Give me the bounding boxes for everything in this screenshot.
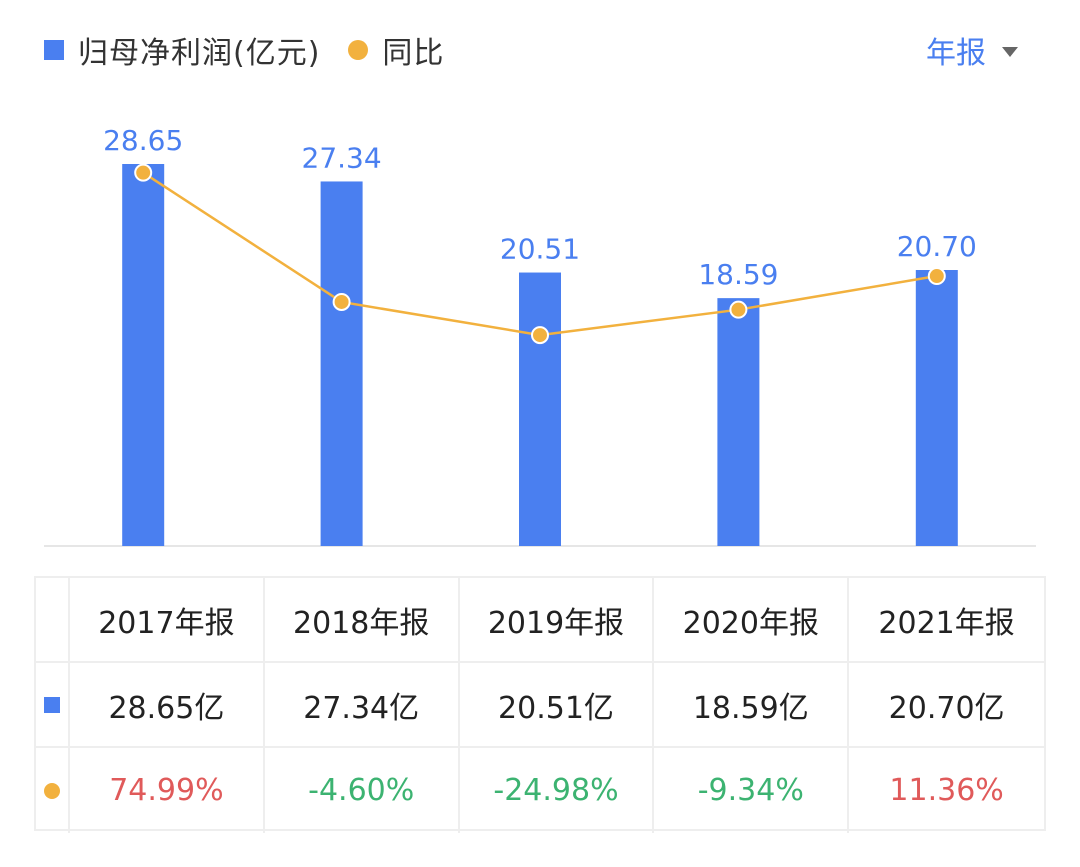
yoy-cell: -4.60% <box>265 748 460 833</box>
yoy-point[interactable] <box>531 326 549 345</box>
bar-value-label: 18.59 <box>698 258 778 291</box>
legend-item-yoy[interactable]: 同比 <box>348 28 444 72</box>
table-header-cell: 2021年报 <box>849 578 1044 663</box>
yoy-point[interactable] <box>729 300 748 319</box>
bar[interactable] <box>519 272 561 546</box>
table-header-cell: 2020年报 <box>654 578 850 663</box>
bar[interactable] <box>122 164 165 546</box>
profit-cell: 20.70亿 <box>849 663 1044 748</box>
yoy-point[interactable] <box>332 292 351 311</box>
table-header-cell: 2018年报 <box>264 578 460 663</box>
profit-cell: 20.51亿 <box>459 663 655 748</box>
yoy-cell: 74.99% <box>70 748 265 833</box>
legend-square-icon <box>44 40 64 60</box>
bar[interactable] <box>915 270 958 546</box>
row-marker-cell <box>36 748 70 833</box>
yoy-point[interactable] <box>927 267 946 286</box>
profit-cell: 27.34亿 <box>264 663 460 748</box>
period-select[interactable]: 年报 <box>926 26 1018 74</box>
bar[interactable] <box>320 181 363 546</box>
row-square-icon <box>44 696 60 713</box>
legend-dot-icon <box>348 40 369 60</box>
bar-value-label: 27.34 <box>302 141 382 174</box>
period-select-label: 年报 <box>926 36 986 71</box>
row-marker-cell <box>36 663 70 748</box>
yoy-point[interactable] <box>134 163 153 182</box>
table-header-cell: 2017年报 <box>70 578 265 663</box>
profit-cell: 18.59亿 <box>654 663 850 748</box>
bar[interactable] <box>717 298 760 546</box>
bar-value-label: 20.51 <box>500 233 580 266</box>
legend-label-yoy: 同比 <box>382 36 445 71</box>
data-table: 2017年报 2018年报 2019年报 2020年报 2021年报 28.65亿 27.3… <box>34 576 1046 833</box>
yoy-cell: -9.34% <box>654 748 850 833</box>
profit-cell: 28.65亿 <box>70 663 265 748</box>
table-corner-cell <box>36 578 70 663</box>
legend-label-profit: 归母净利润(亿元) <box>78 36 321 71</box>
profit-chart: 28.65 27.34 20.51 18.59 20.70 <box>44 124 1036 547</box>
yoy-cell: -24.98% <box>460 748 655 833</box>
bar-value-label: 28.65 <box>103 124 183 157</box>
legend-item-profit[interactable]: 归母净利润(亿元) <box>44 28 320 72</box>
caret-down-icon <box>1002 47 1018 57</box>
bar-value-label: 20.70 <box>897 230 977 263</box>
table-header-cell: 2019年报 <box>459 578 655 663</box>
yoy-cell: 11.36% <box>889 773 1004 808</box>
chart-legend: 归母净利润(亿元) 同比 <box>44 26 472 74</box>
row-dot-icon <box>44 782 60 799</box>
